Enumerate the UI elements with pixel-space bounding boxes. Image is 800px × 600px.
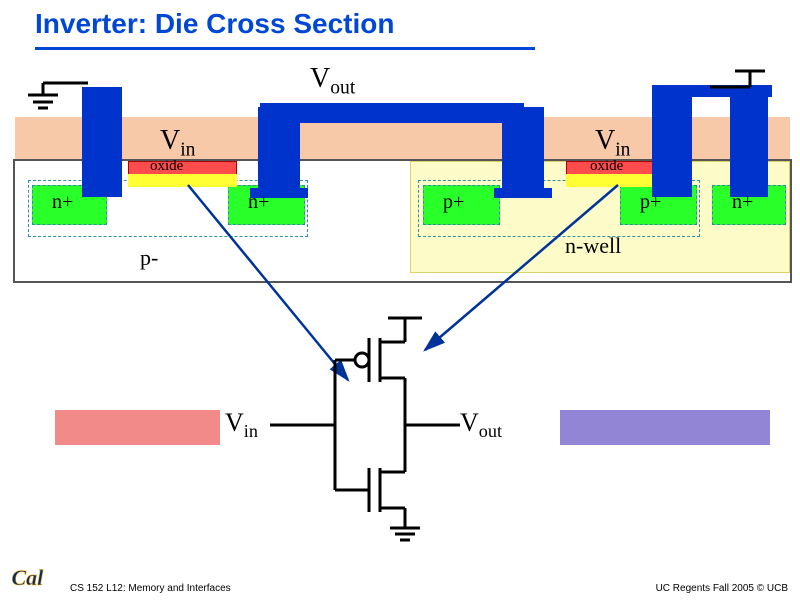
footer-right: UC Regents Fall 2005 © UCB [656,583,788,594]
metal-vdd-1 [652,87,692,197]
footer-left: CS 152 L12: Memory and Interfaces [70,583,231,594]
vout-metal-bridge [260,103,524,123]
slide-title: Inverter: Die Cross Section [35,8,394,40]
pink-rect [55,410,220,445]
vin-right-label: Vin [595,125,630,162]
n-plus-2-label: n+ [248,191,269,214]
vin-left-label: Vin [160,125,195,162]
cal-logo-icon: Cal Cal [10,562,60,594]
vdd-symbol-icon [710,63,780,103]
title-underline [35,47,535,50]
gnd-symbol-icon [18,73,98,123]
p-sub-label: p- [140,245,158,271]
p-plus-1-label: p+ [443,191,464,214]
purple-rect [560,410,770,445]
cross-section-diagram: Vout Vin Vin oxide oxide n+ n+ p+ p+ n+ … [10,55,790,300]
inverter-schematic: Vin Vout [0,300,800,540]
vout-label: Vout [310,63,355,100]
p-plus-2-label: p+ [640,191,661,214]
vin-schem-label: Vin [225,408,258,442]
n-well-label: n-well [565,233,621,259]
svg-text:Cal: Cal [12,565,45,590]
oxide-left-yellow [128,174,237,187]
n-plus-3-label: n+ [732,191,753,214]
oxide-left-label: oxide [150,158,183,175]
n-plus-1-label: n+ [52,191,73,214]
metal-vdd-2 [730,87,768,197]
oxide-right-label: oxide [590,158,623,175]
pmos-gate-plate [494,188,552,198]
cmos-inverter-icon [270,300,470,550]
pmos-gate [502,107,544,197]
